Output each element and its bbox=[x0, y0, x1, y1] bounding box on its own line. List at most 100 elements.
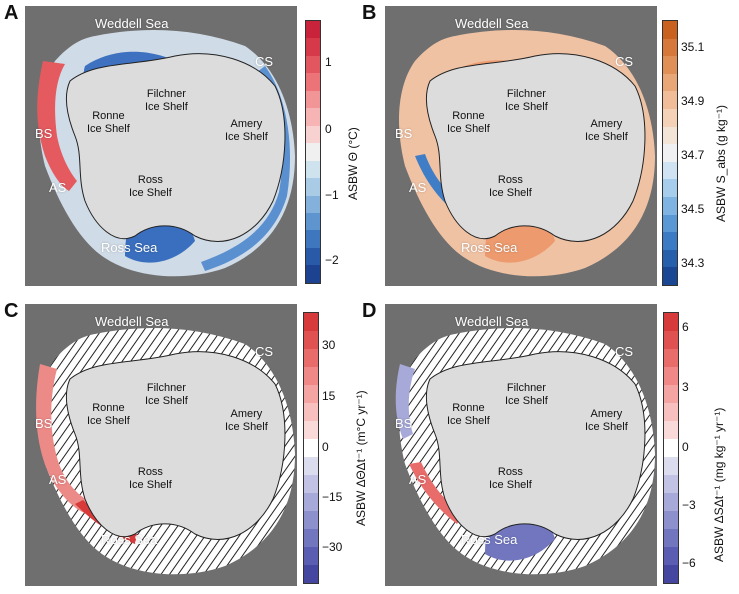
colorbar-segment bbox=[306, 212, 320, 231]
colorbar-segment bbox=[664, 439, 678, 457]
colorbar-segment bbox=[663, 73, 677, 92]
continent bbox=[65, 351, 286, 540]
colorbar-segment bbox=[304, 565, 318, 583]
colorbar-segment bbox=[663, 108, 677, 127]
colorbar-segment bbox=[663, 179, 677, 197]
colorbar-tick: 34.7 bbox=[681, 148, 705, 162]
colorbar-segment bbox=[664, 457, 678, 475]
colorbar-b bbox=[662, 20, 678, 286]
label-ross-shelf: Ross Ice Shelf bbox=[489, 466, 532, 491]
label-ronne-shelf: Ronne Ice Shelf bbox=[447, 402, 490, 427]
label-filchner-shelf: Filchner Ice Shelf bbox=[145, 382, 188, 407]
colorbar-segment bbox=[664, 493, 678, 511]
colorbar-segment bbox=[304, 475, 318, 493]
label-bs: BS bbox=[35, 416, 53, 431]
colorbar-segment bbox=[663, 21, 677, 39]
colorbar-title: ASBW S_abs (g kg⁻¹) bbox=[714, 104, 728, 222]
label-as: AS bbox=[409, 472, 427, 487]
colorbar-segment bbox=[306, 195, 320, 213]
colorbar-segment bbox=[306, 108, 320, 126]
label-weddell-sea: Weddell Sea bbox=[95, 314, 169, 329]
antarctica-map bbox=[395, 328, 655, 575]
colorbar-title: ASBW ΔΘΔt⁻¹ (m°C yr⁻¹) bbox=[354, 390, 368, 526]
colorbar-tick: −2 bbox=[325, 253, 339, 267]
map-b: Weddell Sea CS BS AS Ross Sea Filchner Ic… bbox=[385, 6, 657, 286]
colorbar-segment bbox=[306, 38, 320, 56]
colorbar-segment bbox=[664, 385, 678, 403]
colorbar-segment bbox=[304, 313, 318, 331]
label-filchner-shelf: Filchner Ice Shelf bbox=[505, 382, 548, 407]
label-ross-sea: Ross Sea bbox=[461, 532, 518, 547]
colorbar-tick: −6 bbox=[682, 556, 696, 570]
colorbar-segment bbox=[664, 331, 678, 349]
colorbar-segment bbox=[304, 385, 318, 403]
label-ronne-shelf: Ronne Ice Shelf bbox=[447, 110, 490, 135]
label-cs: CS bbox=[255, 344, 274, 359]
panel-letter: B bbox=[362, 2, 377, 24]
continent bbox=[425, 351, 646, 540]
peninsula-warming bbox=[36, 364, 91, 514]
label-ross-shelf: Ross Ice Shelf bbox=[129, 174, 172, 199]
colorbar-segment bbox=[664, 511, 678, 529]
colorbar-segment bbox=[306, 21, 320, 39]
colorbar-segment bbox=[306, 230, 320, 248]
colorbar-d bbox=[663, 312, 679, 584]
colorbar-segment bbox=[663, 56, 677, 74]
colorbar-segment bbox=[663, 232, 677, 250]
label-ronne-shelf: Ronne Ice Shelf bbox=[87, 110, 130, 135]
label-ross-sea: Ross Sea bbox=[101, 532, 158, 547]
colorbar-segment bbox=[304, 457, 318, 475]
label-ross-sea: Ross Sea bbox=[101, 240, 158, 255]
colorbar-tick: 0 bbox=[322, 440, 329, 454]
colorbar-tick: 35.1 bbox=[681, 40, 705, 54]
colorbar-tick: −15 bbox=[322, 490, 343, 504]
colorbar-segment bbox=[664, 313, 678, 331]
panel-letter: D bbox=[362, 300, 377, 322]
colorbar-tick: −1 bbox=[325, 188, 339, 202]
colorbar-segment bbox=[306, 247, 320, 266]
label-bs: BS bbox=[35, 126, 53, 141]
colorbar-segment bbox=[664, 547, 678, 565]
antarctica-map bbox=[37, 30, 296, 277]
colorbar-tick: 34.9 bbox=[681, 94, 705, 108]
colorbar-segment bbox=[663, 91, 677, 109]
colorbar-segment bbox=[663, 38, 677, 57]
colorbar-segment bbox=[304, 331, 318, 349]
colorbar-tick: 0 bbox=[325, 122, 332, 136]
colorbar-segment bbox=[304, 403, 318, 421]
colorbar-c bbox=[303, 312, 319, 584]
east-coast-cold bbox=[201, 66, 291, 271]
colorbar-segment bbox=[663, 161, 677, 180]
colorbar-segment bbox=[304, 421, 318, 439]
colorbar-segment bbox=[663, 196, 677, 215]
colorbar-segment bbox=[664, 529, 678, 547]
colorbar-tick: 3 bbox=[682, 380, 689, 394]
label-as: AS bbox=[49, 180, 67, 195]
colorbar-title: ASBW Θ (°C) bbox=[346, 127, 360, 200]
colorbar-tick: 15 bbox=[322, 389, 336, 403]
continent bbox=[425, 53, 646, 242]
colorbar-segment bbox=[304, 547, 318, 565]
label-cs: CS bbox=[615, 54, 634, 69]
colorbar-segment bbox=[663, 267, 677, 285]
colorbar-segment bbox=[664, 367, 678, 385]
colorbar-tick: 1 bbox=[325, 55, 332, 69]
label-ross-shelf: Ross Ice Shelf bbox=[129, 466, 172, 491]
label-ross-shelf: Ross Ice Shelf bbox=[489, 174, 532, 199]
colorbar-segment bbox=[304, 349, 318, 367]
label-filchner-shelf: Filchner Ice Shelf bbox=[505, 88, 548, 113]
colorbar-segment bbox=[664, 403, 678, 421]
colorbar-tick: 34.5 bbox=[681, 202, 705, 216]
colorbar-segment bbox=[304, 511, 318, 529]
map-a: Weddell Sea CS BS AS Ross Sea Filchner Ic… bbox=[25, 6, 297, 286]
colorbar-segment bbox=[664, 349, 678, 367]
colorbar-segment bbox=[306, 160, 320, 179]
colorbar-segment bbox=[664, 421, 678, 439]
colorbar-segment bbox=[664, 475, 678, 493]
colorbar-segment bbox=[663, 214, 677, 233]
colorbar-segment bbox=[304, 529, 318, 547]
colorbar-segment bbox=[306, 143, 320, 161]
label-bs: BS bbox=[395, 126, 413, 141]
antarctica-map bbox=[36, 328, 296, 575]
label-ronne-shelf: Ronne Ice Shelf bbox=[87, 402, 130, 427]
